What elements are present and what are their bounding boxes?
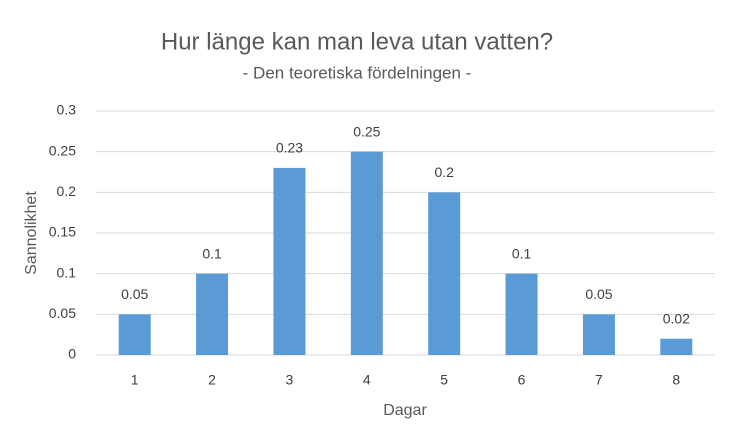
x-tick-label: 1 xyxy=(131,372,139,388)
x-tick-label: 3 xyxy=(286,372,294,388)
bar xyxy=(196,273,229,355)
y-axis-label: Sannolikhet xyxy=(23,191,40,275)
bar xyxy=(118,314,151,355)
bar xyxy=(582,314,615,355)
data-label: 0.25 xyxy=(353,123,380,139)
y-tick-label: 0 xyxy=(68,346,76,362)
data-label: 0.02 xyxy=(663,310,690,326)
data-label: 0.05 xyxy=(585,286,612,302)
data-label: 0.05 xyxy=(121,286,148,302)
data-label: 0.1 xyxy=(202,245,222,261)
x-tick-label: 5 xyxy=(440,372,448,388)
bar xyxy=(273,167,306,355)
y-tick-label: 0.2 xyxy=(57,183,77,199)
data-label: 0.23 xyxy=(276,140,303,156)
y-tick-label: 0.1 xyxy=(57,264,77,280)
x-tick-label: 8 xyxy=(672,372,680,388)
bar xyxy=(428,192,461,355)
bar xyxy=(660,338,693,355)
y-tick-label: 0.05 xyxy=(49,305,76,321)
data-label: 0.1 xyxy=(512,245,532,261)
bar xyxy=(505,273,538,355)
chart-subtitle: - Den teoretiska fördelningen - xyxy=(243,63,472,82)
chart-title: Hur länge kan man leva utan vatten? xyxy=(161,28,553,55)
y-tick-label: 0.3 xyxy=(57,102,77,118)
y-tick-label: 0.25 xyxy=(49,142,76,158)
data-label: 0.2 xyxy=(434,164,454,180)
x-tick-label: 2 xyxy=(208,372,216,388)
x-axis-label: Dagar xyxy=(383,402,427,419)
y-tick-label: 0.15 xyxy=(49,224,76,240)
bar xyxy=(350,151,383,355)
x-tick-label: 7 xyxy=(595,372,603,388)
x-tick-label: 4 xyxy=(363,372,371,388)
x-tick-label: 6 xyxy=(518,372,526,388)
